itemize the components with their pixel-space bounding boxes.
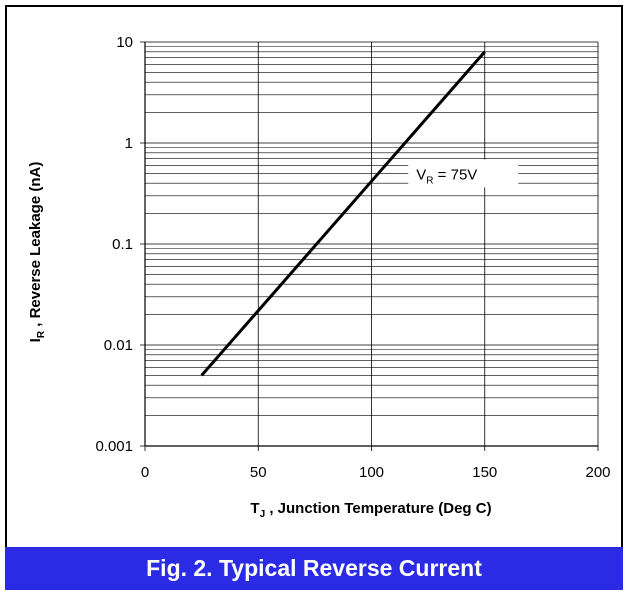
annotation-background [408,159,519,188]
y-tick-label: 1 [125,135,133,152]
x-tick-label: 0 [141,464,149,481]
y-tick-label: 0.001 [95,438,133,455]
x-axis-label: TJ , Junction Temperature (Deg C) [250,500,491,520]
x-tick-label: 150 [472,464,497,481]
figure-caption: Fig. 2. Typical Reverse Current [146,555,482,581]
x-tick-label: 200 [585,464,610,481]
y-axis-label: IR , Reverse Leakage (nA) [27,162,47,343]
x-tick-labels: 0 50 100 150 200 [141,464,611,481]
x-tick-label: 50 [250,464,267,481]
annotation-label: VR = 75V [416,166,477,186]
y-tick-label: 10 [116,34,133,51]
x-tick-label: 100 [359,464,384,481]
grid-major [140,41,599,451]
y-tick-labels: 0.001 0.01 0.1 1 10 [95,34,133,455]
y-tick-label: 0.01 [104,337,133,354]
y-tick-label: 0.1 [112,236,133,253]
series [200,50,486,377]
annotations: VR = 75V [408,159,519,188]
axes [144,42,598,447]
series-line [200,50,486,377]
figure-frame [5,5,623,583]
caption-background [5,547,623,590]
